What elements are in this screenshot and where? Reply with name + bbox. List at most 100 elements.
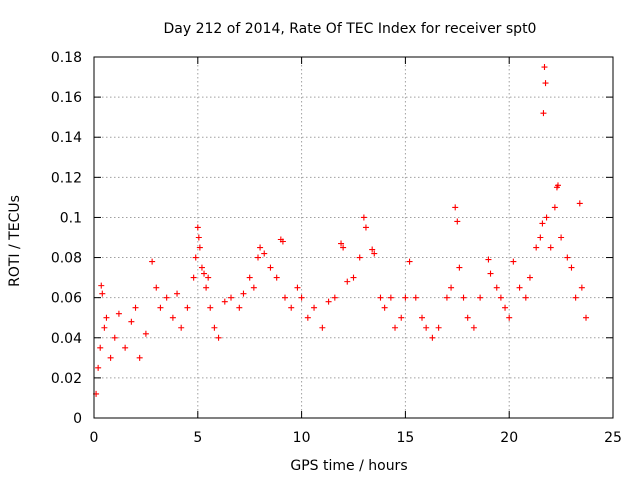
data-point — [149, 258, 156, 265]
data-point — [196, 244, 203, 251]
data-point — [261, 250, 268, 257]
data-point — [522, 294, 529, 301]
data-point — [487, 270, 494, 277]
data-point — [132, 304, 139, 311]
y-tick-label: 0.08 — [51, 251, 82, 267]
data-point — [568, 264, 575, 271]
data-point — [506, 314, 513, 321]
data-point — [371, 250, 378, 257]
data-point — [502, 304, 509, 311]
data-point — [406, 258, 413, 265]
data-point — [267, 264, 274, 271]
x-tick-label: 5 — [193, 430, 202, 446]
data-point — [325, 298, 332, 305]
data-point — [485, 256, 492, 263]
data-point — [398, 314, 405, 321]
data-point — [381, 304, 388, 311]
data-point — [319, 324, 326, 331]
data-point — [456, 264, 463, 271]
data-point — [288, 304, 295, 311]
data-point — [281, 294, 288, 301]
y-tick-label: 0 — [73, 411, 82, 427]
data-point — [493, 284, 500, 291]
data-point — [554, 182, 561, 189]
data-point — [547, 244, 554, 251]
x-tick-label: 25 — [604, 430, 622, 446]
data-point — [103, 314, 110, 321]
data-point — [510, 258, 517, 265]
data-point — [250, 284, 257, 291]
data-point — [207, 304, 214, 311]
data-point — [551, 204, 558, 211]
x-tick-label: 0 — [90, 430, 99, 446]
y-tick-label: 0.1 — [60, 210, 82, 226]
data-point — [184, 304, 191, 311]
data-point — [101, 324, 108, 331]
data-point — [340, 244, 347, 251]
data-point — [497, 294, 504, 301]
data-point — [115, 310, 122, 317]
x-axis-label: GPS time / hours — [290, 458, 407, 474]
data-point — [236, 304, 243, 311]
data-point — [454, 218, 461, 225]
data-point — [205, 274, 212, 281]
data-point — [122, 344, 129, 351]
y-tick-label: 0.14 — [51, 130, 82, 146]
data-point — [338, 240, 345, 247]
data-point — [558, 234, 565, 241]
data-point — [419, 314, 426, 321]
x-tick-label: 20 — [500, 430, 518, 446]
data-point — [203, 284, 210, 291]
data-point — [402, 294, 409, 301]
data-point — [304, 314, 311, 321]
data-point — [435, 324, 442, 331]
data-point — [331, 294, 338, 301]
data-point — [541, 64, 548, 71]
y-tick-label: 0.02 — [51, 371, 82, 387]
data-point — [377, 294, 384, 301]
data-point — [294, 284, 301, 291]
data-point — [464, 314, 471, 321]
data-point — [578, 284, 585, 291]
data-point — [477, 294, 484, 301]
data-point — [192, 254, 199, 261]
data-point — [564, 254, 571, 261]
data-point — [356, 254, 363, 261]
data-point — [470, 324, 477, 331]
data-point — [97, 344, 104, 351]
data-point — [107, 354, 114, 361]
y-tick-label: 0.12 — [51, 170, 82, 186]
data-point — [350, 274, 357, 281]
data-point — [279, 238, 286, 245]
data-point — [460, 294, 467, 301]
data-point — [369, 246, 376, 253]
data-point — [539, 220, 546, 227]
data-point — [387, 294, 394, 301]
x-tick-label: 10 — [293, 430, 311, 446]
data-point — [540, 110, 547, 117]
data-point — [516, 284, 523, 291]
data-point — [448, 284, 455, 291]
tick-labels: 0 0.02 0.04 0.06 0.08 0.1 0.12 0.14 0.16 0.18 0 5 10… — [51, 50, 622, 446]
data-point — [201, 270, 208, 277]
data-point — [190, 274, 197, 281]
data-point — [429, 334, 436, 341]
data-point — [95, 364, 102, 371]
data-point — [273, 274, 280, 281]
data-point — [221, 298, 228, 305]
data-point — [255, 254, 262, 261]
data-point — [246, 274, 253, 281]
data-point — [211, 324, 218, 331]
data-point — [360, 214, 367, 221]
data-point — [576, 200, 583, 207]
data-point — [174, 290, 181, 297]
data-point — [257, 244, 264, 251]
data-point — [99, 290, 106, 297]
y-axis-label: ROTI / TECUs — [7, 195, 23, 287]
data-point — [195, 234, 202, 241]
data-point — [240, 290, 247, 297]
data-point — [542, 80, 549, 87]
data-point — [533, 244, 540, 251]
